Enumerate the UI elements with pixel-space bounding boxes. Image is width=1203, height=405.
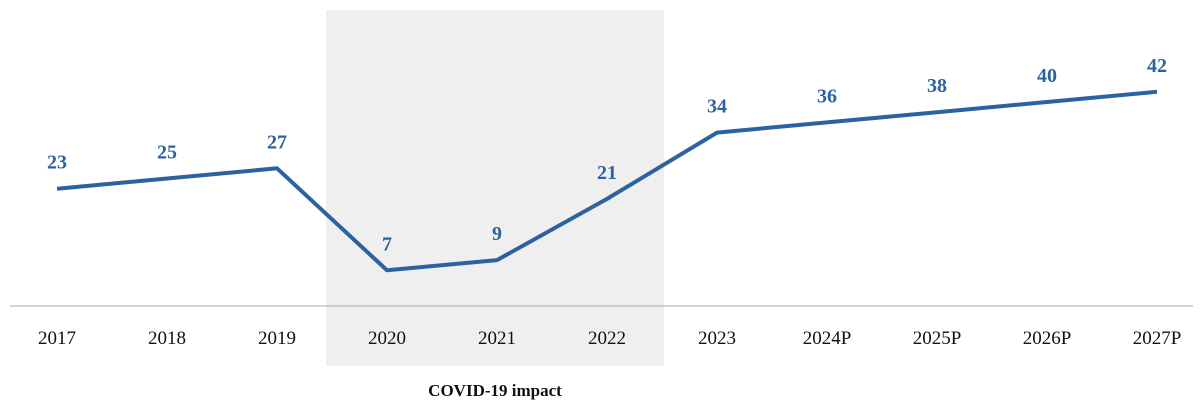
data-label-2026p: 40: [1037, 65, 1057, 87]
covid-impact-label: COVID-19 impact: [428, 381, 562, 400]
x-tick-2023: 2023: [698, 328, 736, 349]
x-tick-2024p: 2024P: [803, 328, 852, 349]
data-label-2019: 27: [267, 131, 287, 153]
data-label-2025p: 38: [927, 75, 947, 97]
x-tick-2020: 2020: [368, 328, 406, 349]
data-label-2022: 21: [597, 162, 617, 184]
x-tick-2017: 2017: [38, 328, 76, 349]
x-tick-2026p: 2026P: [1023, 328, 1072, 349]
data-label-2020: 7: [382, 233, 392, 255]
data-label-2017: 23: [47, 152, 67, 174]
data-label-2027p: 42: [1147, 55, 1167, 77]
x-tick-2022: 2022: [588, 328, 626, 349]
data-label-2024p: 36: [817, 85, 837, 107]
data-label-2018: 25: [157, 142, 177, 164]
data-label-2021: 9: [492, 223, 502, 245]
x-axis-tick-labels: 2017 2018 2019 2020 2021 2022 2023 2024P 2025P 20…: [38, 328, 1181, 349]
data-labels: 23 25 27 7 9 21 34 36 38 40 42: [47, 55, 1167, 256]
series-line: [56, 89, 1158, 273]
covid-shaded-region: [326, 10, 664, 366]
x-tick-2021: 2021: [478, 328, 516, 349]
x-tick-2027p: 2027P: [1133, 328, 1182, 349]
x-tick-2019: 2019: [258, 328, 296, 349]
data-label-2023: 34: [707, 96, 727, 118]
x-tick-2025p: 2025P: [913, 328, 962, 349]
x-tick-2018: 2018: [148, 328, 186, 349]
